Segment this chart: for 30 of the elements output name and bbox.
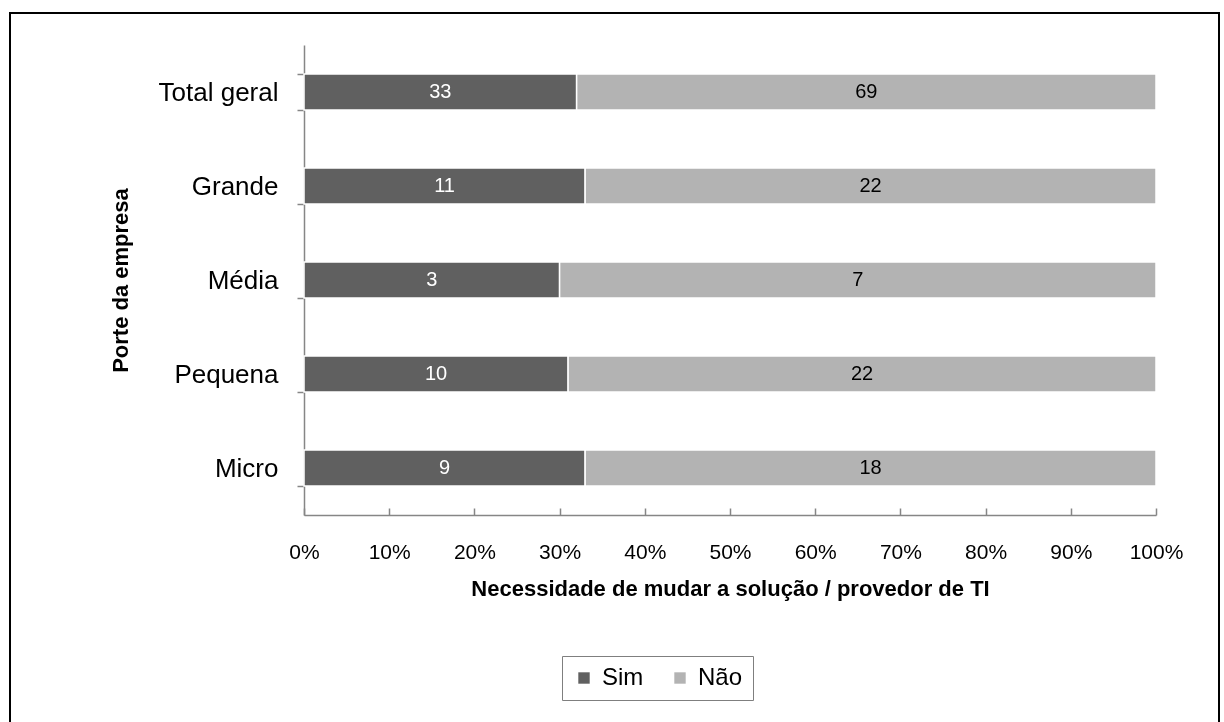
y-tick-label: Micro xyxy=(214,452,279,483)
annotation: 33 xyxy=(429,80,452,102)
y-tick-label: Total geral xyxy=(158,76,279,107)
x-tick-label: 50% xyxy=(709,539,752,563)
legend-label: Sim xyxy=(602,663,644,690)
x-tick-label: 80% xyxy=(965,539,1008,563)
annotation: 11 xyxy=(434,174,455,196)
annotation: 69 xyxy=(855,80,878,102)
x-tick-label: 20% xyxy=(453,539,496,563)
y-tick-label: Grande xyxy=(191,170,279,201)
y-tick-label: Média xyxy=(207,264,280,295)
x-tick-label: 0% xyxy=(289,539,320,563)
annotation: 18 xyxy=(859,456,882,478)
annotation: 22 xyxy=(850,362,874,384)
x-tick-label: 40% xyxy=(624,539,667,563)
x-tick-label: 70% xyxy=(879,539,922,563)
annotation: 22 xyxy=(859,174,882,196)
x-tick-label: 90% xyxy=(1050,539,1093,563)
annotation: 7 xyxy=(852,268,864,290)
x-tick-label: 30% xyxy=(539,539,582,563)
x-tick-label: 60% xyxy=(794,539,837,563)
y-tick-label: Pequena xyxy=(174,358,280,389)
annotation: 10 xyxy=(424,362,448,384)
x-tick-label: 10% xyxy=(368,539,411,563)
annotation: 3 xyxy=(426,268,438,290)
annotation: 9 xyxy=(439,456,451,478)
y-axis-title: Porte da empresa xyxy=(107,187,133,373)
legend-label: Não xyxy=(698,663,743,690)
x-axis-title: Necessidade de mudar a solução / provedor de TI xyxy=(471,575,990,601)
x-tick-label: 100% xyxy=(1129,539,1184,563)
